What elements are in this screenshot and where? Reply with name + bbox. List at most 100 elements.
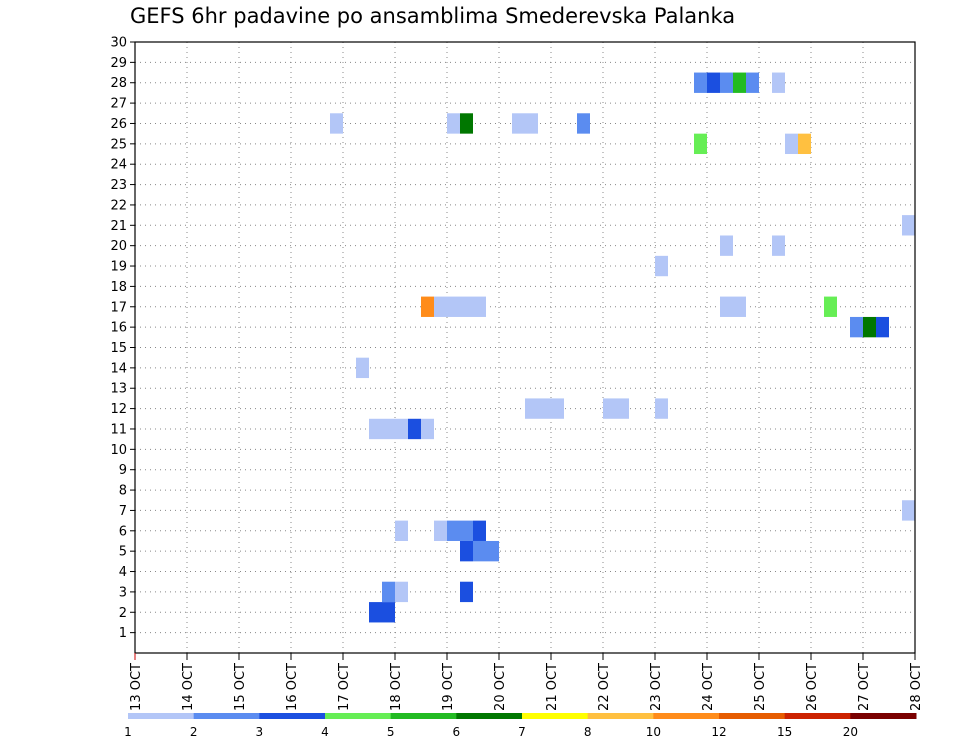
precip-cell: [382, 602, 395, 623]
y-tick-label: 26: [110, 117, 127, 132]
precip-cell: [655, 255, 668, 277]
colorbar-label: 10: [646, 725, 661, 739]
x-tick-label: 14 OCT: [181, 663, 196, 711]
colorbar-label: 8: [584, 725, 592, 739]
precip-cell: [720, 72, 733, 93]
precip-cell: [720, 296, 733, 317]
y-tick-label: 30: [110, 36, 127, 51]
precip-cell: [395, 418, 408, 440]
precip-cell: [785, 133, 798, 155]
precipitation-cells: [330, 72, 915, 623]
y-tick-label: 9: [119, 463, 127, 478]
precip-cell: [655, 398, 668, 419]
chart-title: GEFS 6hr padavine po ansamblima Smederev…: [130, 4, 736, 28]
x-tick-label: 24 OCT: [701, 663, 716, 711]
y-tick-label: 20: [110, 239, 127, 254]
precip-cell: [434, 520, 447, 541]
y-tick-label: 29: [110, 56, 127, 71]
y-tick-label: 10: [110, 443, 127, 458]
precip-cell: [902, 500, 915, 521]
precip-cell: [382, 418, 395, 440]
y-tick-label: 6: [119, 524, 127, 539]
y-tick-label: 22: [110, 198, 127, 213]
x-tick-label: 27 OCT: [857, 663, 872, 711]
x-tick-label: 28 OCT: [909, 663, 924, 711]
precip-cell: [395, 581, 408, 603]
precip-cell: [460, 296, 473, 317]
colorbar-segment: [784, 713, 851, 719]
precip-cell: [720, 235, 733, 256]
x-tick-label: 16 OCT: [285, 663, 300, 711]
precip-cell: [486, 540, 499, 562]
x-tick-label: 19 OCT: [441, 663, 456, 711]
precip-cell: [603, 398, 616, 419]
colorbar-label: 5: [387, 725, 395, 739]
precip-cell: [551, 398, 564, 419]
precip-cell: [798, 133, 811, 155]
precip-cell: [434, 296, 447, 317]
precip-cell: [460, 581, 473, 603]
precip-cell: [473, 520, 486, 541]
x-tick-label: 22 OCT: [597, 663, 612, 711]
precip-cell: [616, 398, 629, 419]
x-tick-label: 17 OCT: [337, 663, 352, 711]
colorbar-segment: [390, 713, 457, 719]
precip-cell: [512, 113, 525, 134]
precip-cell: [382, 581, 395, 603]
colorbar-segment: [128, 713, 195, 719]
colorbar-segment: [850, 713, 917, 719]
y-tick-label: 8: [119, 484, 127, 499]
precip-cell: [330, 113, 343, 134]
colorbar-label: 4: [321, 725, 329, 739]
y-tick-label: 19: [110, 260, 127, 275]
y-tick-label: 15: [110, 341, 127, 356]
colorbar-segment: [259, 713, 326, 719]
x-tick-label: 25 OCT: [753, 663, 768, 711]
precip-cell: [850, 316, 863, 338]
precip-cell: [473, 296, 486, 317]
y-tick-label: 28: [110, 76, 127, 91]
precip-cell: [421, 418, 434, 440]
precip-cell: [460, 113, 473, 134]
y-tick-label: 24: [110, 158, 127, 173]
precip-cell: [746, 72, 759, 93]
x-tick-label: 23 OCT: [649, 663, 664, 711]
y-tick-label: 12: [110, 402, 127, 417]
precip-cell: [473, 540, 486, 562]
axes: 1234567891011121314151617181920212223242…: [110, 36, 924, 711]
precip-cell: [707, 72, 720, 93]
y-tick-label: 1: [119, 626, 127, 641]
colorbar-segment: [456, 713, 523, 719]
precip-cell: [772, 235, 785, 256]
precip-cell: [694, 72, 707, 93]
y-tick-label: 7: [119, 504, 127, 519]
x-tick-label: 20 OCT: [493, 663, 508, 711]
y-tick-label: 4: [119, 565, 127, 580]
x-tick-label: 15 OCT: [233, 663, 248, 711]
colorbar-label: 2: [190, 725, 198, 739]
precip-cell: [733, 72, 746, 93]
colorbar-segment: [325, 713, 392, 719]
precip-cell: [902, 215, 915, 236]
x-tick-label: 18 OCT: [389, 663, 404, 711]
precip-cell: [577, 113, 590, 134]
y-tick-label: 13: [110, 382, 127, 397]
precip-cell: [863, 316, 876, 338]
x-tick-label: 26 OCT: [805, 663, 820, 711]
y-tick-label: 11: [110, 422, 127, 437]
colorbar-segment: [587, 713, 654, 719]
colorbar-segment: [193, 713, 260, 719]
y-tick-label: 27: [110, 97, 127, 112]
colorbar: 1 2 3 4 5 6 7 8 10 12 15 20: [124, 713, 917, 739]
x-tick-label: 13 OCT: [129, 663, 144, 711]
colorbar-segment: [719, 713, 786, 719]
precip-cell: [395, 520, 408, 541]
colorbar-label: 15: [777, 725, 792, 739]
precip-cell: [733, 296, 746, 317]
y-tick-label: 25: [110, 137, 127, 152]
precip-cell: [694, 133, 707, 155]
y-tick-label: 16: [110, 321, 127, 336]
precip-cell: [525, 113, 538, 134]
colorbar-segment: [522, 713, 589, 719]
